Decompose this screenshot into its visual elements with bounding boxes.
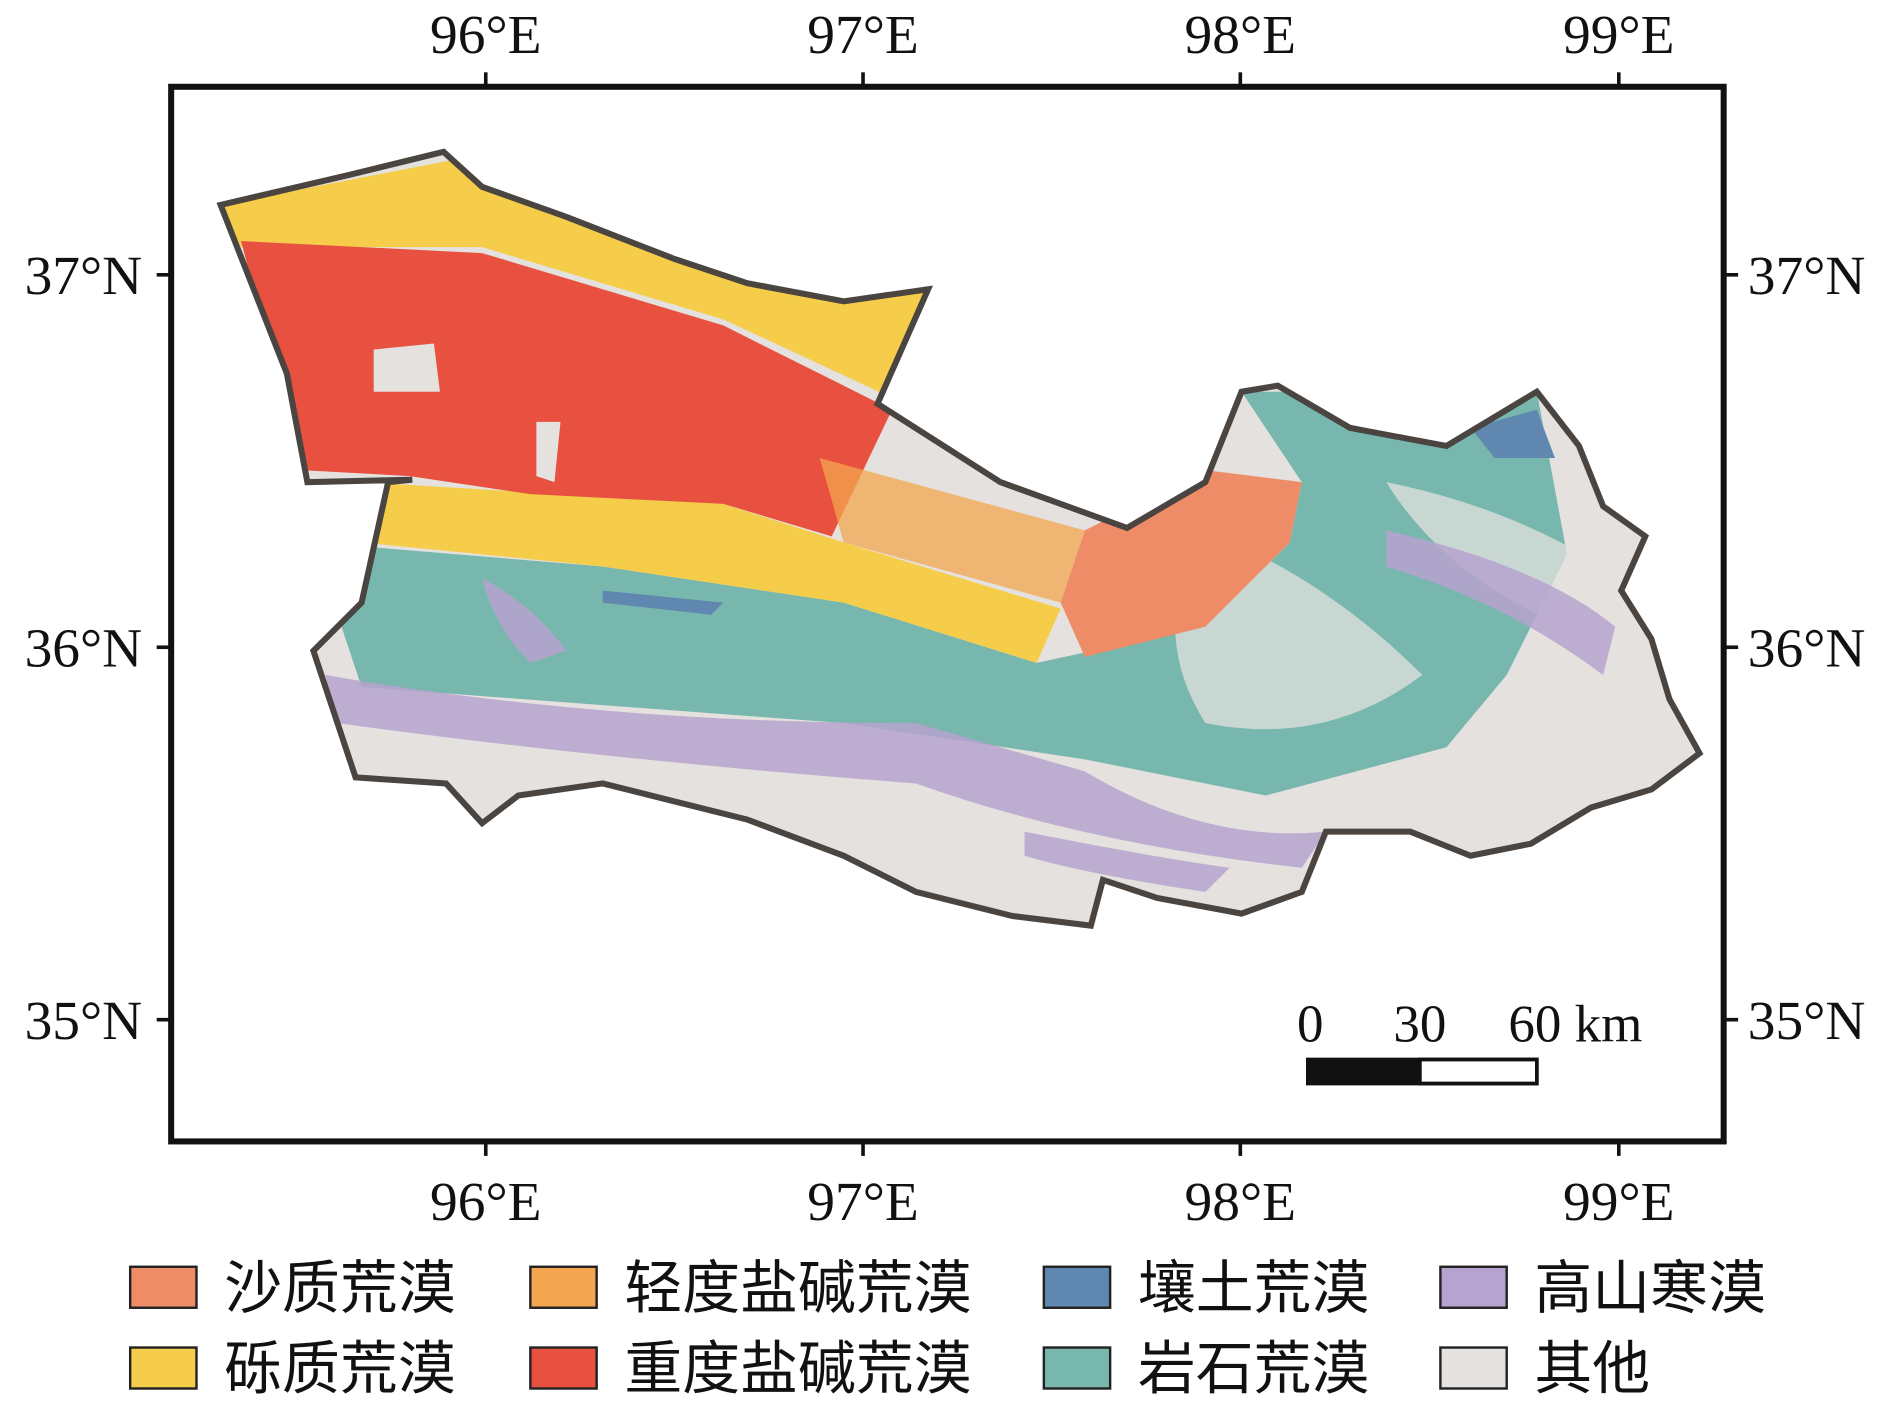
heavy-saline — [241, 241, 892, 537]
lat-label: 36°N — [25, 618, 143, 679]
light-saline — [819, 458, 1085, 603]
legend-label: 重度盐碱荒漠 — [624, 1337, 971, 1402]
scale-bar: 0 30 60 km — [1297, 995, 1642, 1086]
other-patch — [373, 343, 561, 483]
legend-swatch — [1042, 1346, 1112, 1390]
alpine-patch — [482, 530, 1616, 892]
legend-swatch — [1439, 1346, 1508, 1390]
lat-label: 37°N — [1748, 245, 1866, 306]
alpine-strip — [325, 674, 1326, 868]
legend-label: 砾质荒漠 — [224, 1337, 455, 1402]
lon-label: 99°E — [1563, 4, 1674, 65]
lat-label: 35°N — [25, 990, 143, 1051]
scale-label: 0 — [1297, 995, 1324, 1053]
legend-label: 高山寒漠 — [1534, 1256, 1765, 1321]
lon-label: 96°E — [430, 4, 541, 65]
scale-bar-white — [1418, 1057, 1539, 1086]
legend-swatch — [1439, 1265, 1508, 1309]
legend-swatch — [529, 1265, 598, 1309]
scale-bar-frame — [1306, 1057, 1539, 1086]
legend-swatch — [1042, 1265, 1112, 1309]
lat-label: 37°N — [25, 245, 143, 306]
legend-label: 岩石荒漠 — [1138, 1337, 1369, 1402]
legend-label: 其他 — [1534, 1337, 1650, 1402]
gravel-north — [220, 154, 929, 398]
lon-label: 96°E — [430, 1171, 541, 1232]
legend-label: 轻度盐碱荒漠 — [624, 1256, 971, 1321]
legend-swatch — [128, 1346, 198, 1390]
scale-label: 60 km — [1508, 995, 1642, 1053]
lat-label: 36°N — [1748, 618, 1866, 679]
scale-bar-black — [1307, 1059, 1420, 1084]
lon-label: 98°E — [1185, 4, 1296, 65]
lon-label: 97°E — [807, 1171, 918, 1232]
other-patch — [1175, 482, 1604, 730]
lon-label: 97°E — [807, 4, 918, 65]
lon-label: 98°E — [1185, 1171, 1296, 1232]
legend-label: 沙质荒漠 — [224, 1256, 455, 1321]
legend-label: 壤土荒漠 — [1138, 1256, 1369, 1321]
legend-swatch — [529, 1346, 598, 1390]
lat-label: 35°N — [1748, 990, 1866, 1051]
scale-label: 30 — [1393, 995, 1446, 1053]
legend-swatch — [128, 1265, 198, 1309]
gravel-band — [361, 482, 1061, 663]
lon-label: 99°E — [1563, 1171, 1674, 1232]
